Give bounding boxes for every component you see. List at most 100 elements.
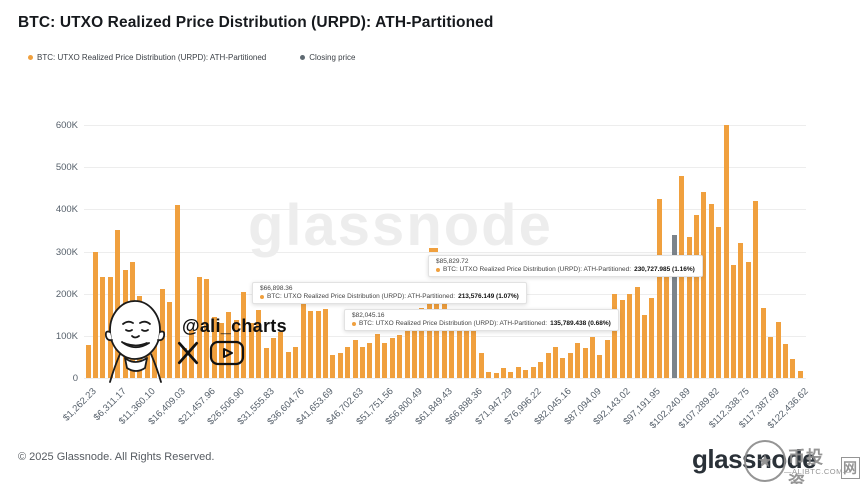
urpd-bar[interactable] xyxy=(508,371,514,378)
urpd-bar[interactable] xyxy=(753,200,759,378)
closing-price-bar[interactable] xyxy=(671,234,677,378)
urpd-bar[interactable] xyxy=(731,264,737,378)
x-twitter-icon xyxy=(177,341,199,365)
urpd-bar[interactable] xyxy=(627,293,633,378)
urpd-bar[interactable] xyxy=(419,308,425,378)
urpd-bar[interactable] xyxy=(315,310,321,378)
urpd-bar[interactable] xyxy=(456,310,462,378)
tooltip-price: $82,045.16 xyxy=(352,312,385,319)
urpd-bar[interactable] xyxy=(604,340,610,378)
urpd-bar[interactable] xyxy=(92,251,98,378)
tooltip-series-dot-icon xyxy=(436,267,440,272)
urpd-bar[interactable] xyxy=(263,348,269,378)
urpd-bar[interactable] xyxy=(345,347,351,378)
urpd-bar[interactable] xyxy=(389,338,395,378)
urpd-bar[interactable] xyxy=(649,297,655,378)
urpd-bar[interactable] xyxy=(152,333,158,378)
urpd-bar[interactable] xyxy=(382,343,388,378)
urpd-bar[interactable] xyxy=(174,205,180,378)
urpd-bar[interactable] xyxy=(167,302,173,378)
urpd-bar[interactable] xyxy=(404,327,410,378)
urpd-bar[interactable] xyxy=(463,314,469,378)
urpd-bar[interactable] xyxy=(233,320,239,378)
urpd-bar[interactable] xyxy=(530,367,536,378)
urpd-bar[interactable] xyxy=(241,291,247,378)
gridline xyxy=(84,125,806,126)
urpd-bar[interactable] xyxy=(85,345,91,378)
urpd-bar[interactable] xyxy=(293,346,299,378)
urpd-bar[interactable] xyxy=(300,304,306,378)
tooltip-value: 135,789.438 (0.68%) xyxy=(550,320,611,327)
urpd-bar[interactable] xyxy=(634,287,640,378)
urpd-bar[interactable] xyxy=(449,310,455,378)
tooltip-series-label: BTC: UTXO Realized Price Distribution (U… xyxy=(267,293,456,300)
urpd-bar[interactable] xyxy=(308,310,314,378)
urpd-bar[interactable] xyxy=(486,371,492,378)
urpd-bar[interactable] xyxy=(478,353,484,378)
urpd-bar[interactable] xyxy=(693,215,699,378)
urpd-bar[interactable] xyxy=(501,368,507,378)
urpd-bar[interactable] xyxy=(760,307,766,378)
urpd-bar[interactable] xyxy=(285,351,291,378)
urpd-bar[interactable] xyxy=(322,309,328,378)
urpd-bar[interactable] xyxy=(374,334,380,378)
urpd-bar[interactable] xyxy=(612,293,618,378)
urpd-bar[interactable] xyxy=(708,204,714,378)
urpd-bar[interactable] xyxy=(352,340,358,378)
urpd-bar[interactable] xyxy=(545,353,551,378)
urpd-bar[interactable] xyxy=(560,358,566,378)
urpd-bar[interactable] xyxy=(782,343,788,378)
urpd-bar[interactable] xyxy=(567,353,573,378)
urpd-bar[interactable] xyxy=(716,227,722,378)
urpd-bar[interactable] xyxy=(256,310,262,378)
urpd-bar[interactable] xyxy=(797,370,803,378)
urpd-bar[interactable] xyxy=(426,304,432,378)
urpd-bar[interactable] xyxy=(656,198,662,378)
urpd-bar[interactable] xyxy=(723,125,729,378)
urpd-bar[interactable] xyxy=(278,331,284,378)
urpd-bar[interactable] xyxy=(330,354,336,378)
urpd-bar[interactable] xyxy=(471,324,477,378)
urpd-bar[interactable] xyxy=(100,276,106,378)
urpd-bar[interactable] xyxy=(523,369,529,378)
urpd-bar[interactable] xyxy=(226,311,232,378)
legend-item-urpd[interactable]: BTC: UTXO Realized Price Distribution (U… xyxy=(28,53,266,62)
urpd-bar[interactable] xyxy=(181,348,187,378)
chart-legend: BTC: UTXO Realized Price Distribution (U… xyxy=(28,53,384,62)
urpd-bar[interactable] xyxy=(597,354,603,378)
urpd-bar[interactable] xyxy=(575,343,581,378)
urpd-bar[interactable] xyxy=(219,323,225,378)
urpd-bar[interactable] xyxy=(619,299,625,378)
urpd-bar[interactable] xyxy=(701,192,707,378)
urpd-bar[interactable] xyxy=(196,276,202,378)
urpd-bar[interactable] xyxy=(271,338,276,378)
urpd-bar[interactable] xyxy=(204,278,210,378)
urpd-bar[interactable] xyxy=(582,348,588,378)
urpd-bar[interactable] xyxy=(790,359,796,378)
urpd-bar[interactable] xyxy=(642,314,647,378)
urpd-bar[interactable] xyxy=(337,353,343,378)
urpd-bar[interactable] xyxy=(189,329,195,378)
urpd-bar[interactable] xyxy=(515,367,521,378)
urpd-bar[interactable] xyxy=(360,347,366,378)
urpd-bar[interactable] xyxy=(664,255,670,378)
urpd-bar[interactable] xyxy=(248,323,254,378)
urpd-bar[interactable] xyxy=(115,230,121,378)
urpd-bar[interactable] xyxy=(738,242,744,378)
urpd-bar[interactable] xyxy=(493,372,499,378)
urpd-bar[interactable] xyxy=(552,346,558,378)
legend-urpd-label: BTC: UTXO Realized Price Distribution (U… xyxy=(37,53,267,62)
urpd-bar[interactable] xyxy=(367,343,373,378)
urpd-bar[interactable] xyxy=(768,336,774,378)
ali-charts-handle: @ali_charts xyxy=(182,316,287,336)
gridline xyxy=(84,251,806,253)
urpd-bar[interactable] xyxy=(211,316,217,378)
urpd-bar[interactable] xyxy=(538,361,544,378)
urpd-bar[interactable] xyxy=(686,237,692,378)
urpd-bar[interactable] xyxy=(590,336,596,378)
legend-item-closing[interactable]: Closing price xyxy=(300,53,356,62)
urpd-bar[interactable] xyxy=(397,334,403,378)
urpd-bar[interactable] xyxy=(745,261,751,378)
urpd-bar[interactable] xyxy=(411,314,417,378)
urpd-bar[interactable] xyxy=(775,321,781,378)
